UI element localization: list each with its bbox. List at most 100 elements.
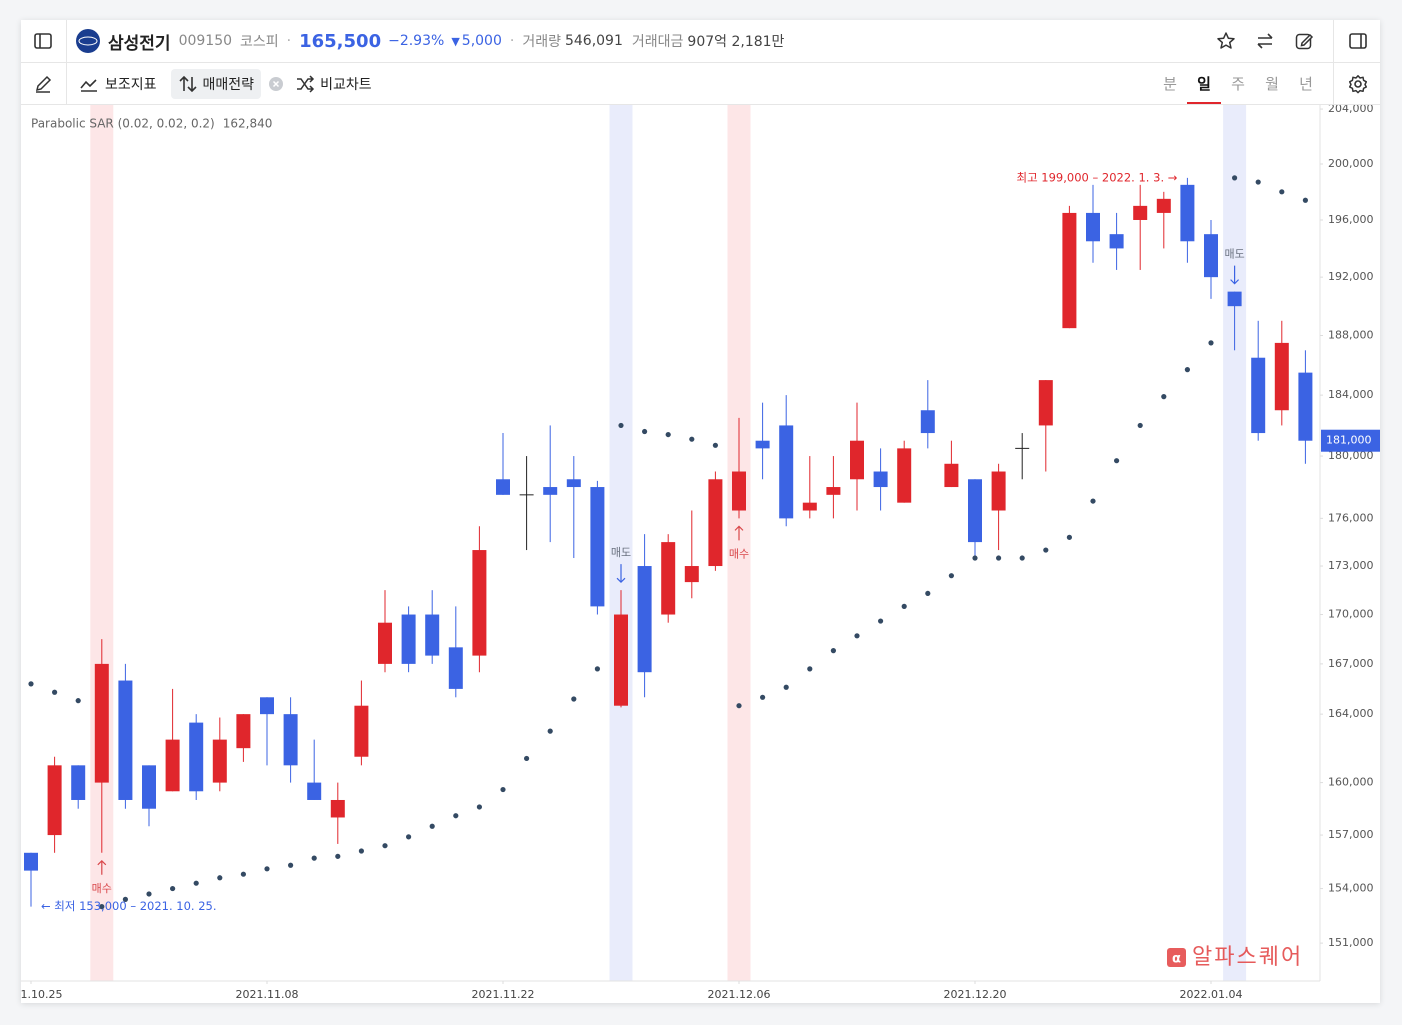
sar-dot	[240, 871, 246, 877]
edit-button[interactable]	[1294, 31, 1314, 51]
sar-dot	[996, 555, 1002, 561]
high-annotation: 최고 199,000 – 2022. 1. 3. →	[1016, 170, 1177, 184]
candle-body	[94, 663, 109, 783]
y-tick-label: 170,000	[1328, 608, 1374, 621]
watermark-logo-glyph: α	[1172, 952, 1181, 967]
candle-body	[330, 799, 345, 818]
stock-code: 009150	[178, 33, 233, 49]
sell-label: 매도	[611, 546, 631, 559]
period-tab[interactable]: 년	[1299, 75, 1313, 93]
sar-dot	[689, 436, 695, 442]
sar-dot	[571, 696, 577, 702]
period-tab[interactable]: 주	[1231, 75, 1245, 93]
y-tick-label: 164,000	[1328, 707, 1374, 720]
candle-body	[472, 550, 487, 656]
swap-button[interactable]	[1255, 31, 1275, 51]
period-tab[interactable]: 분	[1163, 75, 1177, 93]
change-pct: −2.93%	[388, 33, 445, 49]
strategy-button[interactable]: 매매전략	[170, 68, 262, 99]
buy-label: 매수	[729, 547, 749, 560]
sar-dot	[1279, 189, 1285, 195]
sar-dot	[783, 684, 789, 690]
x-tick-label: 2021.12.20	[944, 988, 1007, 1001]
sar-dot	[925, 590, 931, 597]
volume: 546,091	[564, 33, 623, 49]
header-bar: 삼성전기 009150 코스피 · 165,500 −2.93% ▼ 5,000…	[21, 20, 1380, 63]
y-tick-label: 167,000	[1328, 657, 1374, 670]
candle-body	[1274, 342, 1289, 411]
strategy-clear[interactable]	[268, 76, 284, 92]
candle-body	[118, 680, 133, 800]
sar-dot	[1019, 555, 1025, 561]
candle-body	[283, 714, 298, 766]
sar-dot	[901, 603, 907, 609]
candle-body	[496, 479, 510, 495]
sar-dot	[854, 633, 860, 639]
y-tick-label: 204,000	[1328, 105, 1374, 115]
y-tick-label: 196,000	[1328, 213, 1374, 226]
sar-dot	[99, 904, 105, 910]
candle-body	[802, 502, 817, 511]
sar-dot	[736, 703, 742, 709]
sar-dot	[146, 891, 152, 897]
sar-dot	[618, 422, 624, 429]
candle-body	[212, 739, 227, 783]
buy-arrow	[97, 859, 107, 875]
sar-dot	[878, 618, 884, 624]
sar-dot	[453, 813, 459, 819]
sar-dot	[311, 855, 317, 861]
indicators-button[interactable]: 보조지표	[105, 76, 157, 93]
buy-label: 매수	[92, 882, 112, 895]
sar-dot	[830, 648, 837, 654]
candle-body	[142, 765, 156, 809]
signal-band	[1223, 105, 1247, 981]
candle-body	[1062, 212, 1077, 329]
strategy-label: 매매전략	[202, 76, 255, 93]
price: 165,500	[299, 30, 382, 52]
candle-body	[1298, 372, 1313, 441]
candle-body	[826, 487, 841, 495]
stock-name: 삼성전기	[108, 33, 171, 54]
period-tab[interactable]: 일	[1187, 63, 1221, 104]
y-tick-label: 192,000	[1328, 270, 1374, 283]
x-tick-label: 2021.10.25	[21, 988, 62, 1001]
panel-toggle[interactable]	[1348, 31, 1368, 51]
sar-dot	[288, 862, 294, 868]
sar-dot	[193, 880, 199, 886]
sar-dot	[122, 896, 128, 902]
candle-body	[590, 487, 605, 607]
indicator-icon[interactable]	[79, 74, 99, 94]
sidebar-toggle[interactable]	[33, 31, 53, 51]
sar-dot	[948, 573, 955, 579]
draw-tool[interactable]	[33, 74, 53, 94]
sar-dot	[1137, 422, 1143, 429]
candle-body	[1156, 198, 1171, 213]
sar-dot	[1232, 175, 1238, 181]
candle-body	[684, 566, 699, 583]
amount: 907억 2,181만	[687, 34, 785, 50]
candle-body	[189, 722, 204, 792]
amount-label: 거래대금	[631, 34, 684, 50]
divider	[66, 63, 67, 104]
period-tab[interactable]: 월	[1265, 75, 1279, 93]
sar-dot	[642, 428, 648, 435]
sar-dot	[382, 843, 388, 849]
y-tick-label: 180,000	[1328, 449, 1374, 462]
sar-dot	[217, 875, 223, 881]
compare-button[interactable]: 비교차트	[320, 76, 372, 93]
candle-body	[1180, 184, 1195, 242]
sar-dot	[594, 666, 601, 672]
sar-dot	[358, 848, 364, 854]
candle-body	[968, 479, 982, 543]
watermark-logo	[1167, 948, 1186, 967]
settings-button[interactable]	[1348, 74, 1368, 94]
sar-dot	[1161, 394, 1167, 400]
x-tick-label: 2022.01.04	[1180, 988, 1243, 1001]
compare-icon[interactable]	[295, 74, 315, 94]
sar-dot	[665, 431, 671, 438]
favorite-button[interactable]	[1216, 31, 1236, 51]
sell-arrow	[616, 564, 626, 584]
x-tick-label: 2021.11.22	[472, 988, 535, 1001]
